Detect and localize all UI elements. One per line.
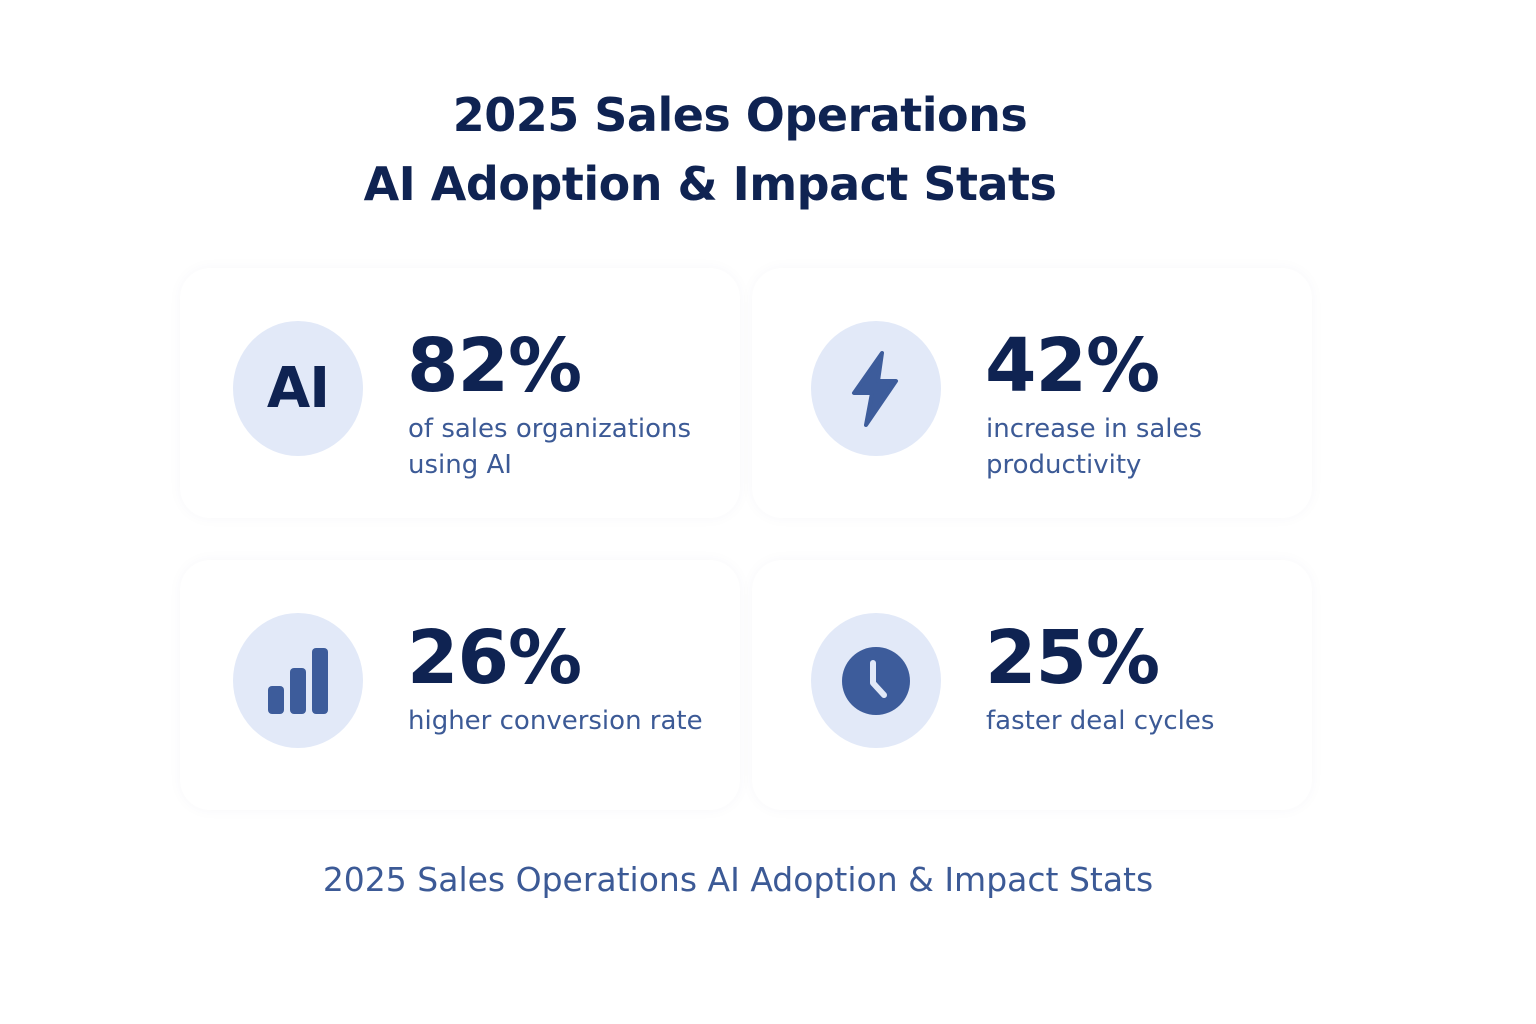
page-title-line-1: 2025 Sales Operations (452, 88, 1028, 142)
page-title-line-2: AI Adoption & Impact Stats (363, 157, 1057, 211)
stat-description: of sales organizations using AI (408, 414, 692, 480)
ai-icon-label: AI (266, 356, 330, 421)
ai-icon: AI (233, 321, 363, 456)
stat-description: higher conversion rate (408, 706, 703, 736)
lightning-bolt-icon-graphic (852, 350, 898, 427)
stat-description: faster deal cycles (986, 706, 1215, 736)
stat-value: 26% (407, 615, 582, 701)
lightning-bolt-icon (811, 321, 941, 456)
bar-chart-icon-graphic (268, 647, 328, 714)
clock-icon-graphic (842, 646, 910, 715)
stat-card-deal-cycles: 25% faster deal cycles (752, 560, 1312, 810)
stat-description: increase in sales productivity (986, 414, 1203, 480)
clock-icon (811, 613, 941, 748)
stat-card-productivity: 42% increase in sales productivity (752, 268, 1312, 518)
stat-value: 82% (407, 323, 582, 409)
footer-caption: 2025 Sales Operations AI Adoption & Impa… (322, 860, 1154, 899)
stat-value: 42% (985, 323, 1160, 409)
stat-value: 25% (985, 615, 1160, 701)
stat-card-conversion: 26% higher conversion rate (180, 560, 740, 810)
bar-chart-icon (233, 613, 363, 748)
stat-card-ai-adoption: AI 82% of sales organizations using AI (180, 268, 740, 518)
